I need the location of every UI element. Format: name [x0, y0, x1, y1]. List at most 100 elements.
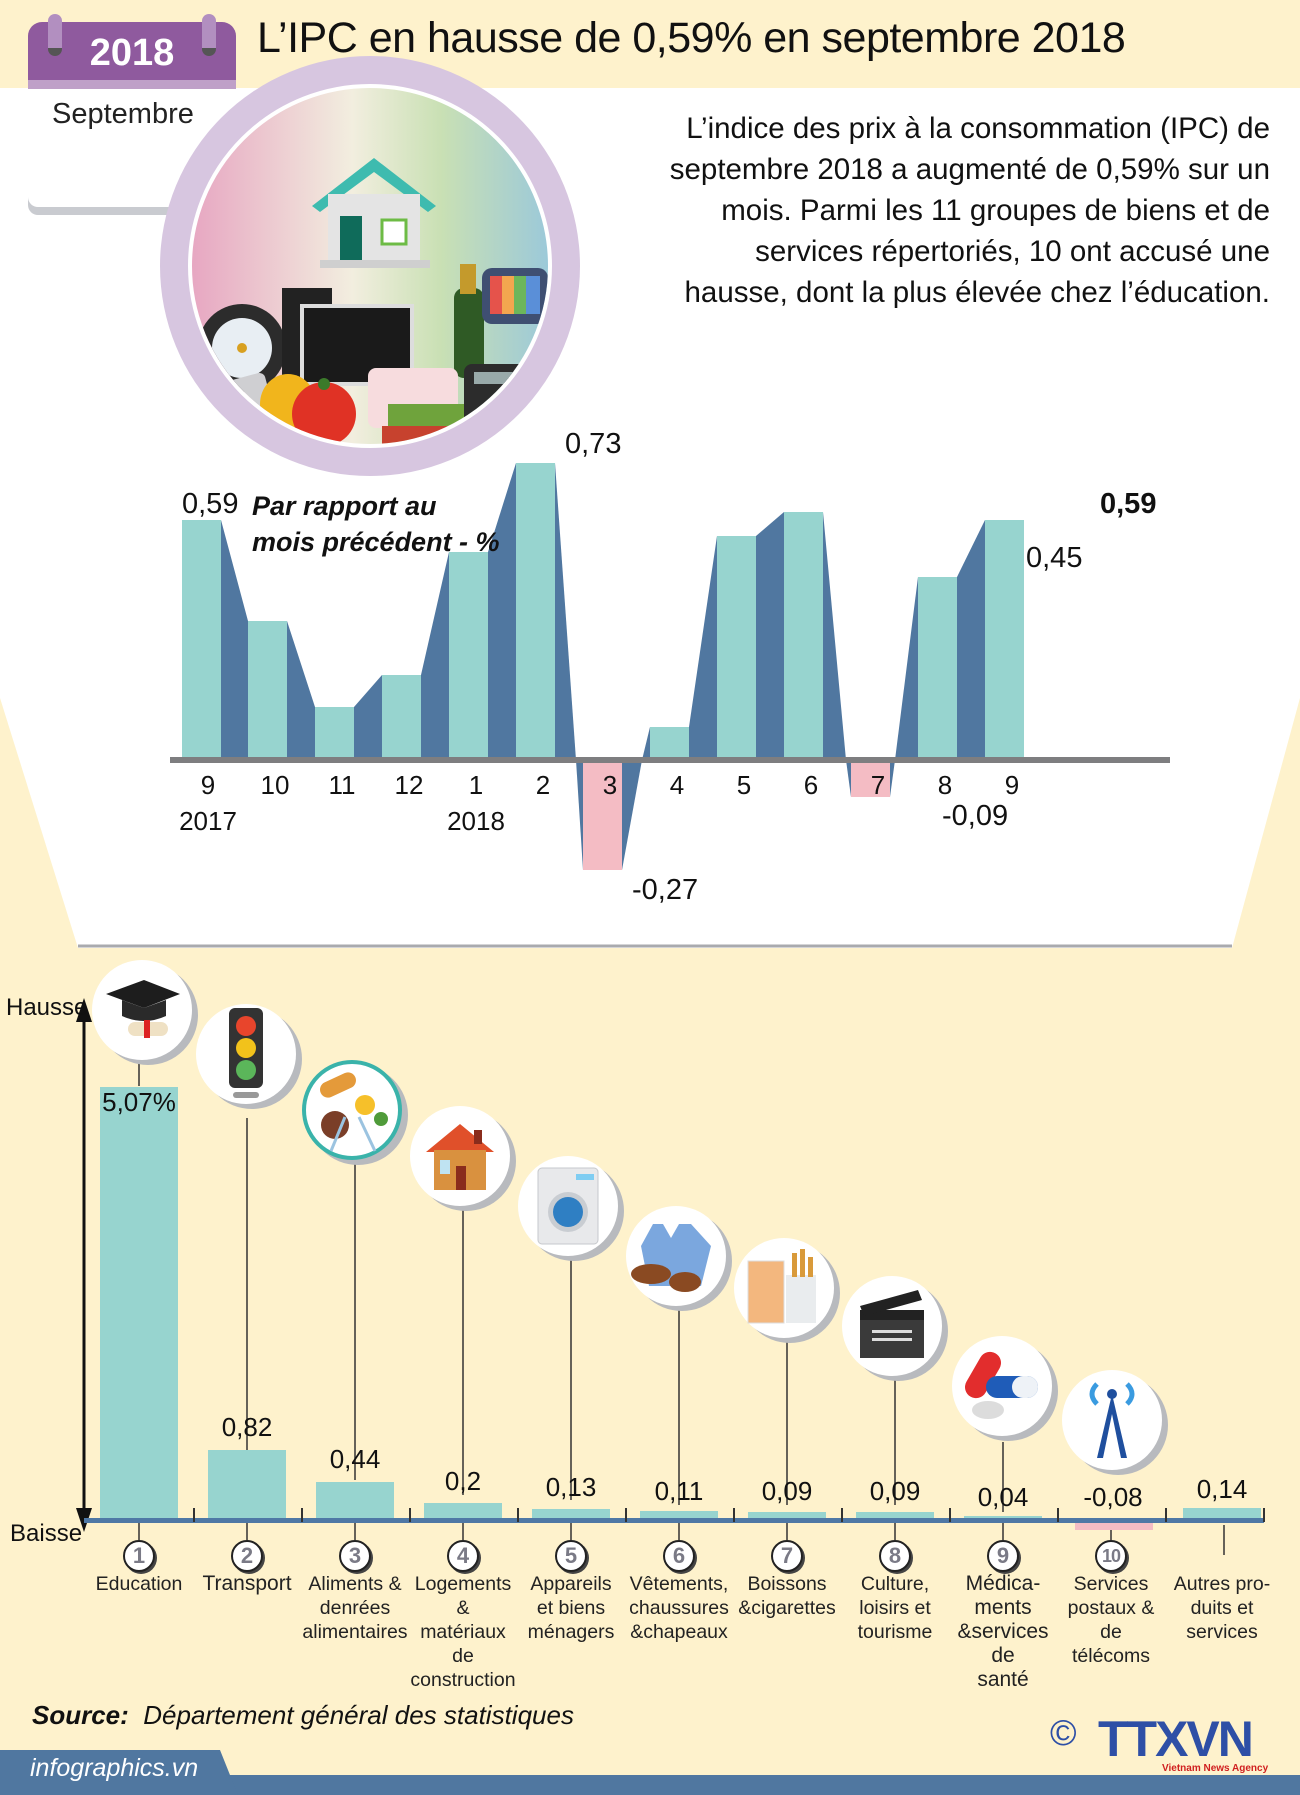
label-line: construction — [410, 1669, 516, 1691]
label-line: matériaux de — [420, 1621, 506, 1667]
group-value-label: 0,09 — [761, 1476, 813, 1506]
label-line: et biens — [536, 1597, 606, 1619]
value-label-current: 0,59 — [1100, 488, 1157, 520]
group-axis — [84, 1518, 1264, 1523]
group-label: Education — [83, 1572, 195, 1596]
footer-bar — [0, 1775, 1300, 1795]
group-label: Médica-ments &services de santé — [947, 1572, 1059, 1692]
group-bars — [100, 1087, 1261, 1520]
group-number-badge: 10 — [1095, 1540, 1127, 1572]
group-value-label: -0,08 — [1083, 1482, 1143, 1512]
label-line: ménagers — [527, 1621, 615, 1643]
intro-paragraph: L’indice des prix à la consommation (IPC… — [560, 108, 1270, 313]
tv-icon — [482, 268, 548, 324]
label-line: Aliments & — [308, 1573, 402, 1595]
group-value-label: 0,11 — [654, 1476, 704, 1506]
label-line: Vêtements, — [629, 1573, 729, 1595]
group-chart-graphics — [76, 998, 1265, 1555]
calendar-ring-icon — [202, 14, 216, 56]
drink-cigarettes-icon — [734, 1238, 834, 1338]
group-value-label: 0,44 — [329, 1444, 381, 1474]
agency-subtitle: Vietnam News Agency — [1162, 1763, 1269, 1774]
group-value-label: 5,07% — [102, 1087, 176, 1117]
label-line: duits et — [1190, 1597, 1254, 1619]
baisse-label: Baisse — [10, 1520, 83, 1547]
traffic-light-icon — [196, 1004, 296, 1104]
month-label: 10 — [260, 770, 290, 800]
page-title: L’IPC en hausse de 0,59% en septembre 20… — [257, 14, 1126, 62]
site-link[interactable]: infographics.vn — [30, 1754, 199, 1782]
label-line: &chapeaux — [630, 1621, 728, 1643]
label-line: denrées — [319, 1597, 391, 1619]
value-label: -0,27 — [632, 874, 699, 906]
panel-trapezoid-edges — [0, 698, 1300, 948]
shirt-shoes-icon — [626, 1206, 726, 1306]
label-line: Logements — [414, 1573, 512, 1595]
value-label: 0,59 — [182, 488, 239, 520]
graduation-cap-icon — [92, 960, 192, 1060]
radio-tower-icon — [1062, 1370, 1162, 1470]
source-label: Source: — [32, 1700, 129, 1730]
group-cpi-chart: Hausse Baisse 5,07% 0,82 0,44 0,2 0,13 0… — [0, 960, 1300, 1691]
label-line: & — [456, 1597, 470, 1619]
intro-line: septembre 2018 a augmenté de 0,59% sur u… — [669, 153, 1270, 186]
intro-line: hausse, dont la plus élevée chez l’éduca… — [684, 276, 1270, 309]
group-number-badge: 6 — [663, 1540, 695, 1572]
group-number-badge: 3 — [339, 1540, 371, 1572]
meal-plate-icon — [302, 1060, 402, 1160]
value-label: 0,45 — [1026, 542, 1083, 574]
month-label: 6 — [803, 770, 819, 800]
group-value-label: 0,04 — [977, 1482, 1029, 1512]
group-label: Culture, loisirs et tourisme — [839, 1572, 951, 1644]
hausse-label: Hausse — [6, 994, 88, 1021]
group-value-label: 0,09 — [869, 1476, 921, 1506]
group-label: Transport — [191, 1572, 303, 1596]
label-line: Autres pro- — [1173, 1573, 1271, 1595]
champagne-icon — [454, 264, 484, 378]
group-number-badge: 5 — [555, 1540, 587, 1572]
value-label: -0,09 — [942, 800, 1009, 832]
label-line: Boissons — [747, 1573, 827, 1595]
calendar-header — [28, 22, 236, 80]
negative-group-bar — [1075, 1523, 1153, 1530]
group-value-label: 0,14 — [1196, 1474, 1248, 1504]
group-label: Autres pro-duits et services — [1166, 1572, 1278, 1644]
month-label: 2 — [535, 770, 551, 800]
subtitle-line: mois précédent - % — [252, 527, 500, 557]
year-label: 2018 — [447, 806, 505, 836]
month-label: 12 — [394, 770, 424, 800]
label-line: télécoms — [1071, 1645, 1151, 1667]
month-label: 3 — [602, 770, 618, 800]
monthly-cpi-bars — [170, 463, 1170, 870]
month-label: 8 — [937, 770, 953, 800]
group-number-badge: 4 — [447, 1540, 479, 1572]
month-label: 4 — [669, 770, 685, 800]
bar-connectors — [221, 463, 985, 870]
calendar-month: Septembre — [52, 98, 194, 130]
calendar-badge: 2018 Septembre — [28, 14, 236, 207]
group-label: Services postaux & de télécoms — [1055, 1572, 1167, 1668]
bars-positive — [182, 463, 1024, 760]
label-line: santé — [977, 1668, 1029, 1691]
month-label: 9 — [200, 770, 216, 800]
calendar-strip — [28, 80, 236, 89]
subtitle-line: Par rapport au — [252, 491, 437, 521]
agency-logo: TTXVN — [1098, 1711, 1254, 1767]
month-label: 11 — [328, 770, 356, 800]
intro-line: L’indice des prix à la consommation (IPC… — [686, 112, 1270, 145]
label-line: Transport — [202, 1572, 292, 1595]
label-line: alimentaires — [302, 1621, 408, 1643]
month-label: 1 — [468, 770, 484, 800]
label-line: Appareils — [530, 1573, 612, 1595]
bars-negative — [583, 760, 890, 870]
calendar-year: 2018 — [89, 32, 175, 74]
value-label: 0,73 — [565, 428, 622, 460]
source-text: Département général des statistiques — [143, 1700, 574, 1730]
group-number-badge: 8 — [879, 1540, 911, 1572]
year-label: 2017 — [179, 806, 237, 836]
supermarket-aisle-background — [188, 84, 552, 448]
label-line: tourisme — [857, 1621, 933, 1643]
label-line: Culture, — [860, 1573, 930, 1595]
x-axis — [170, 757, 1170, 763]
label-line: Services — [1073, 1573, 1149, 1595]
